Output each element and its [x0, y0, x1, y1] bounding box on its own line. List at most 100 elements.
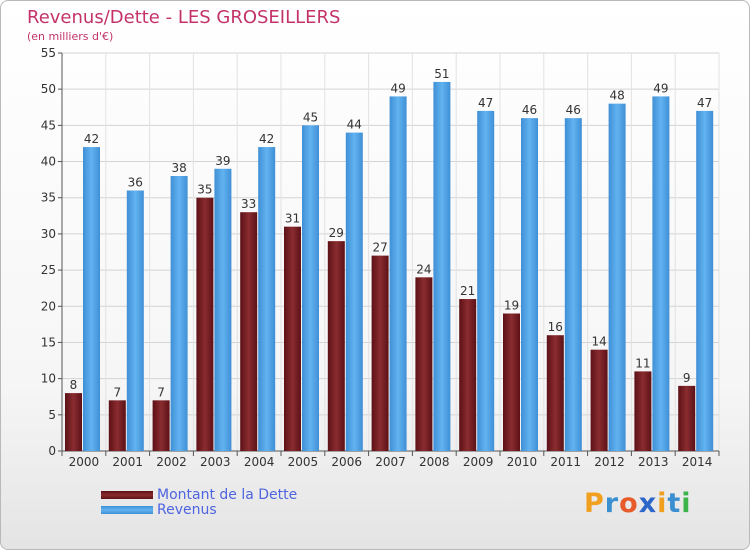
data-label-revenus: 38 — [171, 161, 186, 175]
data-label-revenus: 49 — [390, 81, 405, 95]
x-tick-label: 2013 — [638, 455, 669, 469]
data-label-dette: 24 — [416, 262, 431, 276]
bar-dette — [327, 241, 345, 451]
bar-revenus — [433, 81, 451, 451]
chart-subtitle: (en milliers d'€) — [27, 30, 114, 43]
legend-swatch-revenus — [101, 506, 153, 514]
y-tick-label: 55 — [41, 46, 56, 60]
data-label-revenus: 36 — [128, 175, 143, 189]
logo-letter: i — [657, 488, 668, 519]
bar-revenus — [477, 110, 495, 452]
logo-letter: P — [584, 488, 605, 519]
logo-letter: x — [638, 488, 658, 519]
x-tick-label: 2012 — [594, 455, 625, 469]
bar-dette — [196, 197, 214, 451]
bar-revenus — [608, 103, 626, 452]
x-tick-label: 2009 — [463, 455, 494, 469]
bar-revenus — [302, 125, 319, 451]
x-tick-label: 2007 — [375, 455, 406, 469]
data-label-revenus: 45 — [303, 110, 318, 124]
bar-dette — [108, 400, 126, 451]
data-label-revenus: 42 — [84, 132, 99, 146]
bar-dette — [284, 226, 301, 451]
bar-revenus — [389, 96, 407, 451]
x-tick-label: 2011 — [550, 455, 581, 469]
logo-letter: t — [667, 488, 682, 519]
logo-letter: r — [604, 488, 620, 519]
data-labels: 8 42 7 36 7 38 35 39 33 42 31 45 29 44 27 49 24 51 21 47 19 4… — [70, 67, 713, 399]
bar-dette — [240, 212, 258, 451]
bar-revenus — [564, 118, 582, 452]
x-tick-label: 2000 — [69, 455, 100, 469]
x-tick-label: 2005 — [288, 455, 319, 469]
logo-letter: o — [619, 488, 639, 519]
x-tick-label: 2003 — [200, 455, 231, 469]
x-tick-label: 2008 — [419, 455, 450, 469]
bar-revenus — [258, 147, 276, 451]
bar-dette — [678, 385, 696, 451]
data-label-dette: 9 — [683, 371, 691, 385]
data-label-revenus: 48 — [609, 89, 624, 103]
data-label-dette: 19 — [504, 299, 519, 313]
y-tick-label: 45 — [41, 118, 56, 132]
x-tick-label: 2010 — [507, 455, 538, 469]
data-label-revenus: 51 — [434, 67, 449, 81]
bar-dette — [459, 299, 477, 451]
data-label-dette: 21 — [460, 284, 475, 298]
y-tick-labels: 0 5 10 15 20 25 30 35 40 45 50 55 — [41, 46, 56, 458]
y-tick-label: 35 — [41, 191, 56, 205]
bar-revenus — [126, 190, 144, 451]
bar-dette — [152, 400, 170, 451]
x-tick-label: 2006 — [331, 455, 362, 469]
data-label-dette: 33 — [241, 197, 256, 211]
bar-revenus — [696, 110, 714, 452]
chart-title: Revenus/Dette - LES GROSEILLERS — [27, 7, 341, 28]
data-label-dette: 11 — [635, 356, 650, 370]
x-tick-label: 2004 — [244, 455, 275, 469]
legend-label-revenus: Revenus — [157, 502, 217, 518]
bars — [65, 81, 714, 452]
proxiti-logo: Proxiti — [584, 488, 692, 519]
y-tick-label: 5 — [48, 408, 56, 422]
bar-dette — [590, 349, 608, 451]
y-tick-label: 0 — [48, 444, 56, 458]
bar-revenus — [521, 118, 538, 452]
y-tick-label: 25 — [41, 263, 56, 277]
data-label-revenus: 46 — [566, 103, 581, 117]
legend-swatch-dette — [101, 491, 153, 499]
data-label-dette: 7 — [113, 385, 121, 399]
data-label-dette: 16 — [548, 320, 563, 334]
y-tick-label: 50 — [41, 82, 56, 96]
data-label-dette: 7 — [157, 385, 165, 399]
x-tick-label: 2001 — [112, 455, 143, 469]
y-tick-label: 20 — [41, 299, 56, 313]
y-tick-label: 40 — [41, 155, 56, 169]
x-tick-label: 2014 — [682, 455, 713, 469]
data-label-revenus: 47 — [478, 96, 493, 110]
data-label-dette: 29 — [329, 226, 344, 240]
data-label-revenus: 44 — [347, 118, 362, 132]
data-label-dette: 8 — [70, 378, 78, 392]
bar-dette — [634, 371, 652, 451]
legend-label-dette: Montant de la Dette — [157, 487, 298, 503]
bar-revenus — [214, 168, 232, 452]
bar-dette — [371, 255, 389, 451]
bar-revenus — [170, 176, 188, 451]
data-label-dette: 31 — [285, 212, 300, 226]
bar-dette — [546, 335, 564, 451]
data-label-revenus: 42 — [259, 132, 274, 146]
x-tick-labels: 2000 2001 2002 2003 2004 2005 2006 2007 2008 2009… — [69, 455, 713, 469]
y-tick-label: 10 — [41, 372, 56, 386]
bar-dette — [65, 393, 82, 451]
data-label-dette: 27 — [372, 241, 387, 255]
data-label-dette: 14 — [591, 335, 606, 349]
data-label-revenus: 46 — [522, 103, 537, 117]
bar-dette — [415, 277, 433, 451]
bar-revenus — [345, 132, 363, 451]
y-tick-label: 30 — [41, 227, 56, 241]
y-tick-label: 15 — [41, 335, 56, 349]
data-label-revenus: 47 — [697, 96, 712, 110]
data-label-dette: 35 — [197, 183, 212, 197]
